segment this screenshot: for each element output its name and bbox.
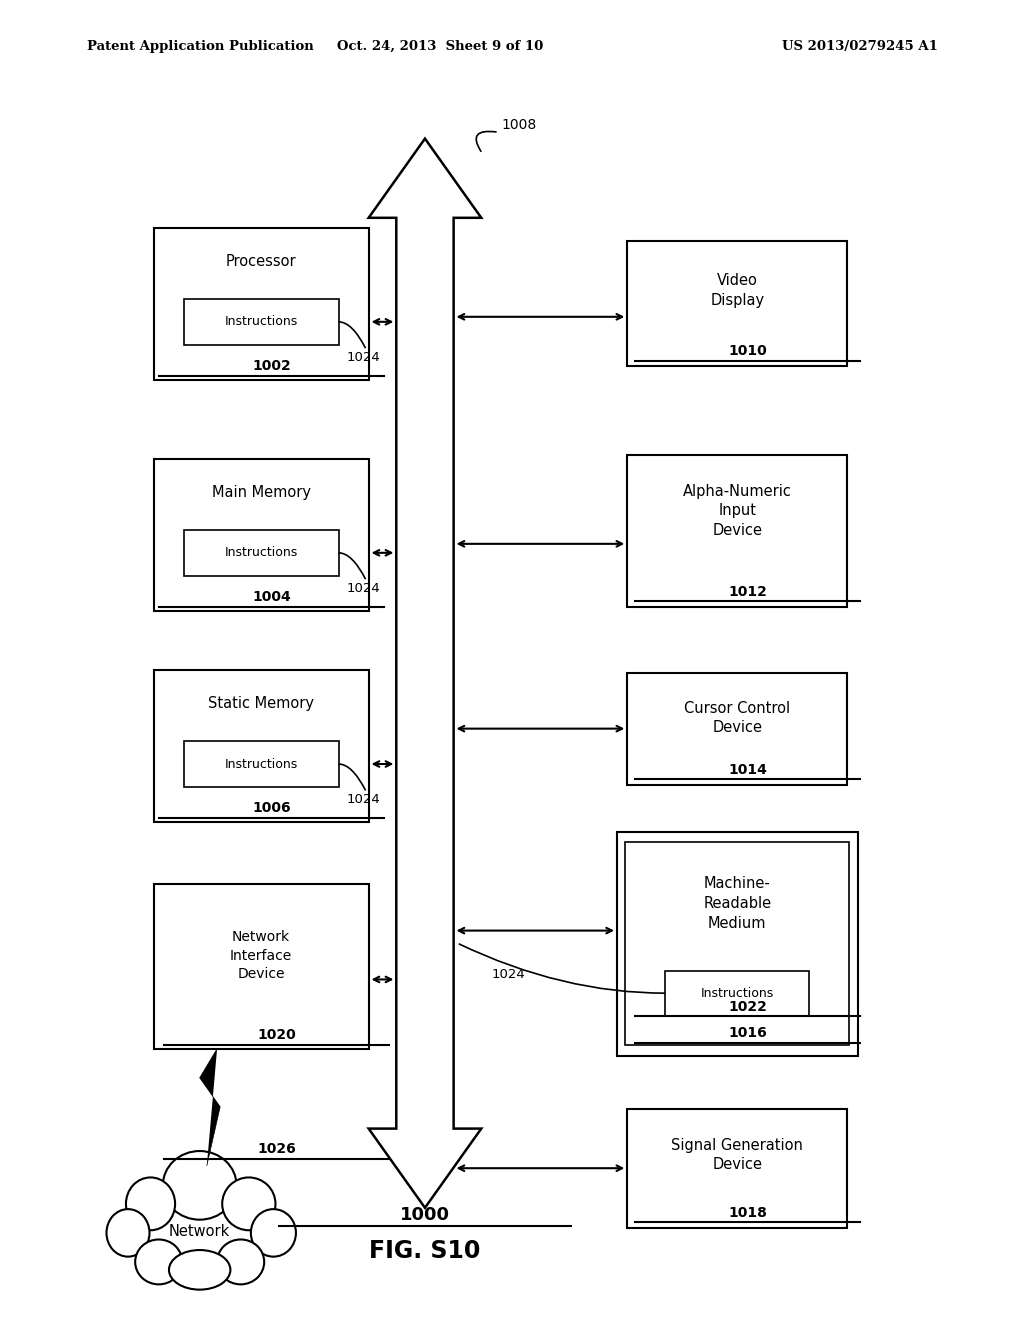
Text: Network: Network: [169, 1224, 230, 1239]
FancyBboxPatch shape: [627, 672, 847, 784]
Text: Instructions: Instructions: [224, 546, 298, 560]
Ellipse shape: [163, 1151, 237, 1220]
FancyBboxPatch shape: [183, 742, 339, 787]
Text: Instructions: Instructions: [224, 315, 298, 329]
Text: 1002: 1002: [252, 359, 291, 372]
Text: 1008: 1008: [502, 117, 537, 132]
Text: 1004: 1004: [252, 590, 291, 605]
Text: 1016: 1016: [728, 1026, 767, 1040]
FancyBboxPatch shape: [627, 454, 847, 607]
Text: 1024: 1024: [347, 793, 380, 807]
Text: Instructions: Instructions: [224, 758, 298, 771]
Text: 1024: 1024: [347, 351, 380, 364]
Polygon shape: [369, 139, 481, 1208]
Text: FIG. S10: FIG. S10: [370, 1239, 480, 1263]
Text: 1020: 1020: [257, 1028, 296, 1043]
Text: Patent Application Publication: Patent Application Publication: [87, 40, 313, 53]
Ellipse shape: [217, 1239, 264, 1284]
FancyBboxPatch shape: [627, 1109, 847, 1228]
Text: Cursor Control
Device: Cursor Control Device: [684, 701, 791, 735]
Text: Video
Display: Video Display: [711, 273, 764, 308]
Ellipse shape: [251, 1209, 296, 1257]
Text: Signal Generation
Device: Signal Generation Device: [672, 1138, 803, 1172]
Polygon shape: [200, 1048, 220, 1166]
Text: US 2013/0279245 A1: US 2013/0279245 A1: [782, 40, 938, 53]
Ellipse shape: [135, 1239, 182, 1284]
Text: 1018: 1018: [728, 1205, 767, 1220]
FancyBboxPatch shape: [625, 842, 850, 1045]
FancyBboxPatch shape: [154, 227, 369, 380]
FancyBboxPatch shape: [183, 531, 339, 576]
Text: Instructions: Instructions: [700, 986, 774, 999]
Text: Machine-
Readable
Medium: Machine- Readable Medium: [703, 876, 771, 931]
Text: Processor: Processor: [226, 253, 296, 268]
FancyBboxPatch shape: [154, 884, 369, 1048]
Text: 1014: 1014: [728, 763, 767, 776]
Text: 1024: 1024: [492, 968, 525, 981]
FancyBboxPatch shape: [627, 242, 847, 366]
Text: 1006: 1006: [252, 801, 291, 814]
Ellipse shape: [222, 1177, 275, 1230]
FancyBboxPatch shape: [154, 459, 369, 610]
FancyBboxPatch shape: [616, 832, 858, 1056]
Text: Oct. 24, 2013  Sheet 9 of 10: Oct. 24, 2013 Sheet 9 of 10: [337, 40, 544, 53]
Text: Alpha-Numeric
Input
Device: Alpha-Numeric Input Device: [683, 483, 792, 539]
Text: Network
Interface
Device: Network Interface Device: [230, 931, 292, 981]
Text: 1022: 1022: [728, 999, 767, 1014]
FancyBboxPatch shape: [183, 300, 339, 345]
FancyBboxPatch shape: [666, 970, 809, 1015]
Text: Static Memory: Static Memory: [208, 696, 314, 710]
Ellipse shape: [169, 1250, 230, 1290]
Text: Main Memory: Main Memory: [212, 484, 310, 499]
Ellipse shape: [126, 1177, 175, 1230]
FancyBboxPatch shape: [154, 671, 369, 821]
Text: 1010: 1010: [728, 345, 767, 358]
Text: 1000: 1000: [400, 1205, 450, 1224]
Text: 1024: 1024: [347, 582, 380, 595]
Text: 1026: 1026: [257, 1142, 296, 1156]
Ellipse shape: [106, 1209, 150, 1257]
Text: 1012: 1012: [728, 585, 767, 599]
